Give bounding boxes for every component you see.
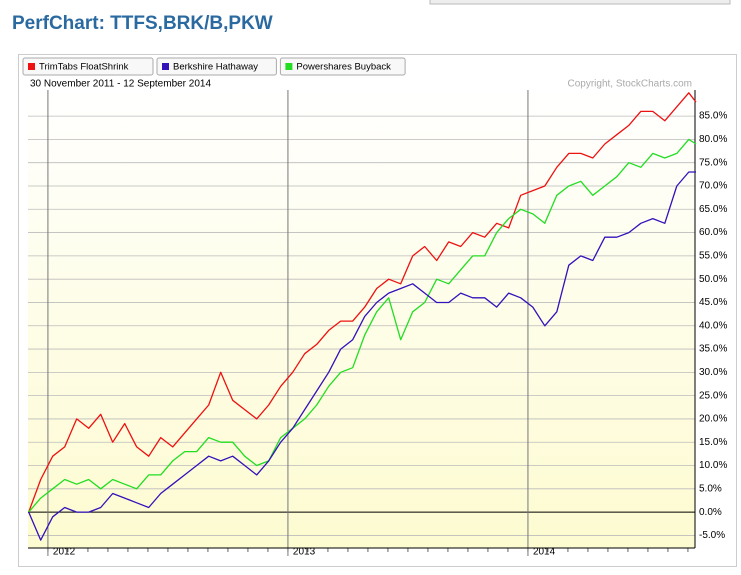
legend-label: Powershares Buyback [296, 62, 391, 73]
y-tick-label: 45.0% [699, 297, 727, 308]
y-tick-label: 80.0% [699, 134, 727, 145]
y-tick-label: 15.0% [699, 437, 727, 448]
legend-box [156, 57, 277, 76]
top-toolbar [429, 0, 731, 5]
series-line [28, 171, 696, 541]
legend-box [279, 57, 406, 76]
y-tick-label: 10.0% [699, 460, 727, 471]
legend-label: TrimTabs FloatShrink [39, 62, 129, 73]
y-tick-label: 85.0% [699, 111, 727, 122]
y-tick-label: 55.0% [699, 251, 727, 262]
y-tick-label: 35.0% [699, 344, 727, 355]
y-tick-label: 50.0% [699, 274, 727, 285]
y-tick-label: 75.0% [699, 157, 727, 168]
x-tick-label: 2013 [293, 547, 316, 558]
legend-label: Berkshire Hathaway [173, 62, 258, 73]
series-line [28, 138, 697, 513]
legend-swatch [285, 63, 293, 70]
y-tick-label: 70.0% [699, 181, 727, 192]
y-tick-label: 25.0% [699, 390, 727, 401]
y-tick-label: 60.0% [699, 227, 727, 238]
y-tick-label: 5.0% [699, 483, 722, 494]
y-tick-label: -5.0% [699, 530, 725, 541]
y-tick-label: 40.0% [699, 320, 727, 331]
y-tick-label: 65.0% [699, 204, 727, 215]
copyright: Copyright, StockCharts.com [568, 79, 693, 90]
plot-area [28, 90, 695, 548]
legend-swatch [162, 63, 169, 70]
date-range: 30 November 2011 - 12 September 2014 [30, 79, 211, 90]
legend-box [22, 57, 154, 76]
legend-swatch [28, 63, 35, 70]
series-line [28, 92, 697, 513]
y-tick-label: 30.0% [699, 367, 727, 378]
y-tick-label: 20.0% [699, 414, 727, 425]
y-tick-label: 0.0% [699, 507, 722, 518]
x-tick-label: 2014 [533, 547, 556, 558]
chart-title: PerfChart: TTFS,BRK/B,PKW [12, 13, 273, 34]
x-tick-label: 2012 [53, 547, 76, 558]
